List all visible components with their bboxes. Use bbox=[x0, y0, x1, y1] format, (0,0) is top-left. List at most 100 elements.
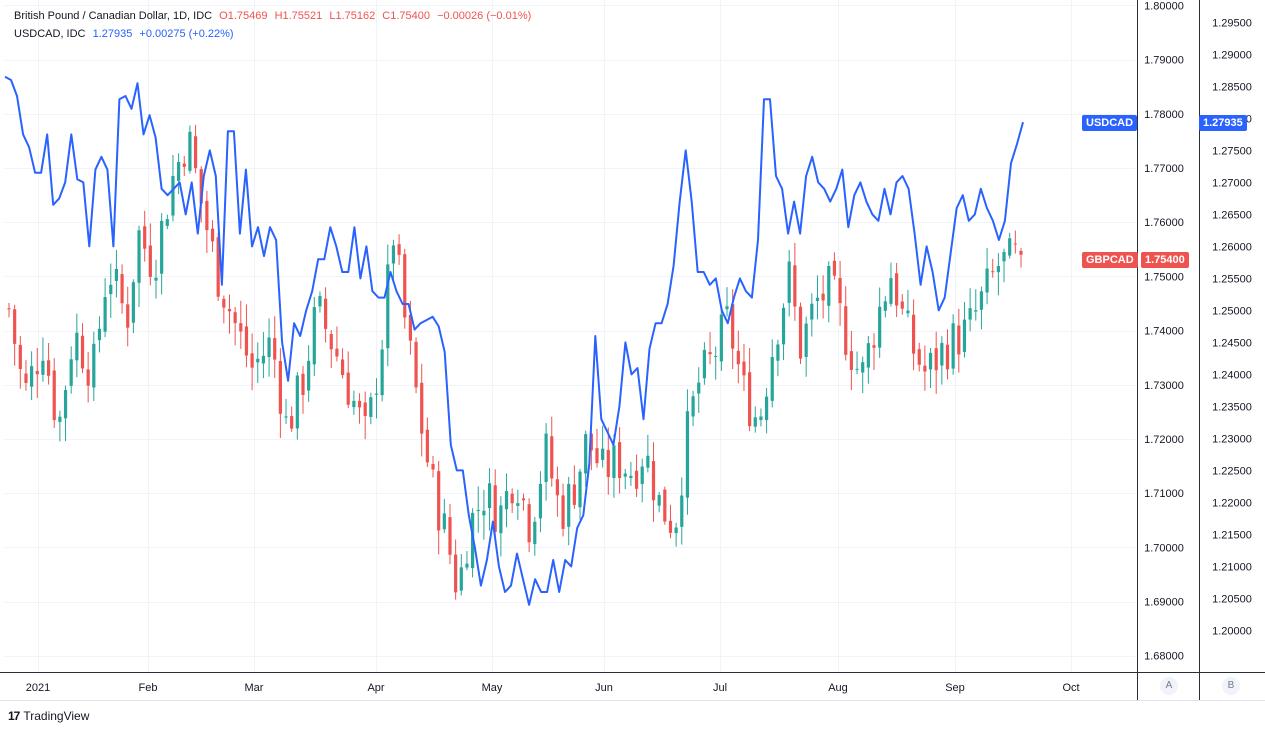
candle-body bbox=[832, 260, 837, 276]
gbpcad-candle bbox=[126, 286, 130, 347]
candle-body bbox=[148, 245, 152, 277]
gbpcad-candle bbox=[188, 125, 192, 174]
gbpcad-candle bbox=[770, 339, 774, 408]
gbpcad-candle bbox=[397, 234, 401, 265]
gbpcad-candle bbox=[80, 323, 85, 374]
gbpcad-candle bbox=[18, 335, 22, 389]
gbpcad-candle bbox=[120, 264, 124, 314]
candle-body bbox=[363, 402, 367, 416]
candle-body bbox=[855, 368, 859, 370]
candle-body bbox=[601, 448, 605, 460]
candle-body bbox=[126, 304, 130, 328]
gbpcad-candle bbox=[827, 261, 831, 323]
candle-body bbox=[273, 338, 277, 360]
candle-body bbox=[41, 360, 45, 375]
candle-body bbox=[770, 357, 774, 401]
right-axis-tick-label: 1.24500 bbox=[1212, 337, 1252, 349]
gbpcad-candle bbox=[781, 303, 786, 361]
left-axis-tick-label: 1.69000 bbox=[1144, 597, 1184, 609]
candle-body bbox=[408, 314, 413, 341]
gbpcad-candle bbox=[527, 498, 531, 553]
candle-body bbox=[685, 411, 690, 498]
x-axis-label: May bbox=[482, 682, 503, 694]
gbpcad-candle bbox=[849, 330, 853, 391]
gbpcad-candle bbox=[872, 333, 876, 371]
candle-body bbox=[872, 345, 876, 348]
candle-body bbox=[210, 228, 215, 242]
candle-body bbox=[651, 461, 656, 501]
right-axis-tick-label: 1.20000 bbox=[1212, 625, 1252, 637]
legend-change: −0.00026 (−0.01%) bbox=[437, 10, 532, 22]
tradingview-brand-name: TradingView bbox=[23, 709, 90, 723]
candle-body bbox=[623, 473, 627, 477]
tradingview-logo-icon: 17 bbox=[8, 709, 20, 723]
gbpcad-candle bbox=[86, 351, 90, 403]
usdcad-line-layer bbox=[4, 75, 1024, 606]
gbpcad-candle bbox=[442, 498, 446, 534]
candle-body bbox=[595, 448, 599, 464]
gbpcad-candle bbox=[821, 275, 825, 319]
gbpcad-candle bbox=[804, 316, 808, 377]
gbpcad-candle bbox=[437, 460, 441, 555]
x-axis-label: Apr bbox=[367, 682, 384, 694]
candle-body bbox=[691, 396, 695, 417]
candle-body bbox=[137, 230, 141, 283]
candle-body bbox=[798, 306, 803, 359]
candle-body bbox=[561, 495, 565, 529]
candle-body bbox=[974, 310, 978, 312]
candle-body bbox=[985, 268, 989, 293]
legend-secondary-change: +0.00275 (+0.22%) bbox=[139, 28, 234, 40]
candle-body bbox=[906, 310, 910, 314]
right-axis-tick-label: 1.28500 bbox=[1212, 81, 1252, 93]
scale-button-b[interactable]: B bbox=[1222, 677, 1240, 695]
left-axis-tick-label: 1.78000 bbox=[1144, 109, 1184, 121]
gbpcad-candle bbox=[318, 291, 322, 313]
scale-button-a[interactable]: A bbox=[1160, 677, 1178, 695]
candle-body bbox=[352, 400, 356, 408]
candle-body bbox=[844, 306, 848, 355]
candle-body bbox=[24, 373, 28, 383]
gbpcad-candle bbox=[974, 289, 978, 321]
candle-body bbox=[646, 455, 650, 468]
candle-body bbox=[838, 278, 842, 304]
gbpcad-candle bbox=[273, 316, 277, 378]
candle-body bbox=[86, 369, 90, 386]
gbpcad-candle bbox=[708, 332, 712, 365]
right-axis-tick-label: 1.23000 bbox=[1212, 433, 1252, 445]
candle-body bbox=[538, 483, 543, 519]
right-axis-tick-label: 1.20500 bbox=[1212, 593, 1252, 605]
gbpcad-candle bbox=[572, 465, 576, 510]
candle-body bbox=[284, 416, 288, 418]
candle-body bbox=[934, 348, 938, 371]
candle-body bbox=[75, 332, 79, 361]
tradingview-brand[interactable]: 17 TradingView bbox=[8, 709, 89, 723]
left-axis-tick-label: 1.72000 bbox=[1144, 434, 1184, 446]
right-axis-tick-label: 1.22500 bbox=[1212, 465, 1252, 477]
candle-body bbox=[827, 265, 831, 306]
gbpcad-candle bbox=[307, 345, 311, 402]
candle-body bbox=[742, 361, 746, 376]
candle-body bbox=[725, 306, 729, 310]
right-axis-tick-label: 1.27500 bbox=[1212, 145, 1252, 157]
candle-body bbox=[731, 304, 735, 349]
candle-body bbox=[30, 366, 34, 387]
grid-layer bbox=[5, 0, 1135, 672]
gbpcad-candle bbox=[1002, 248, 1006, 283]
candle-body bbox=[499, 505, 503, 534]
gbpcad-candle bbox=[41, 337, 45, 382]
legend-main-title: British Pound / Canadian Dollar, 1D, IDC bbox=[14, 10, 213, 22]
candle-body bbox=[177, 161, 181, 181]
candle-body bbox=[261, 355, 266, 364]
gbpcad-candle bbox=[1013, 230, 1017, 254]
candle-body bbox=[63, 389, 68, 419]
candle-body bbox=[380, 349, 384, 396]
gbpcad-candle bbox=[431, 455, 435, 478]
left-axis-tick-label: 1.76000 bbox=[1144, 217, 1184, 229]
gbpcad-candle bbox=[63, 385, 68, 442]
candle-body bbox=[504, 490, 509, 510]
candle-body bbox=[714, 355, 718, 357]
gbpcad-candle bbox=[510, 488, 514, 514]
gbpcad-candle bbox=[244, 304, 249, 368]
